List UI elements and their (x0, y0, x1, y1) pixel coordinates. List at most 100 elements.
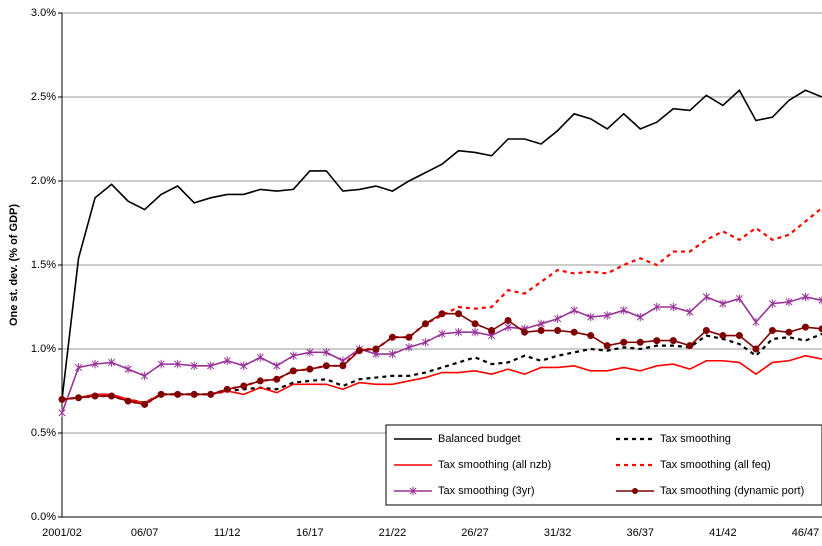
point-marker (603, 311, 611, 320)
point-marker (58, 395, 66, 403)
point-marker (388, 349, 396, 359)
point-marker (455, 310, 463, 318)
point-marker (537, 327, 545, 335)
point-marker (471, 328, 479, 337)
series (61, 207, 822, 406)
point-marker (190, 390, 198, 398)
legend-marker (632, 488, 638, 494)
point-marker (735, 294, 743, 303)
point-marker (421, 320, 429, 328)
point-marker (207, 390, 215, 398)
point-marker (587, 312, 595, 322)
point-marker (488, 327, 496, 335)
point-marker (405, 333, 413, 341)
point-marker (157, 359, 165, 369)
x-tick-label: 16/17 (296, 527, 324, 539)
point-marker (256, 377, 264, 385)
point-marker (636, 312, 644, 322)
point-marker (388, 333, 396, 341)
point-marker (124, 364, 132, 374)
point-marker (521, 328, 529, 336)
point-marker (58, 408, 66, 418)
point-marker (223, 385, 231, 393)
y-tick-label: 0.0% (31, 511, 56, 523)
point-marker (306, 348, 314, 357)
point-marker (240, 361, 248, 370)
x-tick-label: 26/27 (461, 527, 489, 539)
point-marker (108, 392, 116, 400)
point-marker (174, 390, 182, 398)
x-tick-label: 21/22 (379, 527, 407, 539)
legend-label: Tax smoothing (dynamic port) (660, 485, 804, 497)
point-marker (735, 332, 743, 340)
point-marker (768, 299, 776, 308)
point-marker (75, 394, 83, 402)
point-marker (702, 327, 710, 335)
point-marker (141, 400, 149, 408)
point-marker (818, 296, 822, 305)
point-marker (702, 292, 710, 302)
series (58, 292, 822, 418)
y-tick-label: 3.0% (31, 7, 56, 19)
point-marker (438, 310, 446, 318)
point-marker (322, 362, 330, 370)
point-marker (686, 342, 694, 350)
x-tick-label: 46/47 (792, 527, 820, 539)
y-axis-label: One st. dev. (% of GDP) (8, 204, 20, 326)
point-marker (603, 342, 611, 350)
point-marker (801, 323, 809, 331)
point-marker (141, 371, 149, 381)
point-marker (504, 316, 512, 324)
point-marker (190, 361, 198, 370)
x-tick-label: 06/07 (131, 527, 159, 539)
point-marker (174, 359, 182, 369)
point-marker (207, 361, 215, 370)
legend-box (385, 424, 822, 506)
point-marker (554, 314, 562, 323)
point-marker (537, 319, 545, 328)
point-marker (752, 345, 760, 353)
point-marker (454, 328, 463, 337)
point-marker (405, 343, 413, 352)
point-marker (289, 367, 297, 375)
series (58, 310, 822, 408)
point-marker (719, 332, 727, 340)
point-marker (818, 325, 822, 333)
point-marker (785, 328, 793, 336)
point-marker (339, 362, 347, 370)
point-marker (355, 347, 363, 355)
series-line (61, 312, 822, 406)
point-marker (322, 348, 330, 357)
point-marker (570, 306, 578, 315)
x-tick-label: 41/42 (709, 527, 737, 539)
point-marker (636, 338, 644, 346)
y-tick-label: 1.0% (31, 343, 56, 355)
point-marker (785, 297, 793, 307)
point-marker (273, 361, 281, 370)
point-marker (504, 322, 512, 332)
point-marker (438, 329, 446, 339)
point-marker (768, 327, 776, 335)
point-marker (801, 292, 810, 302)
point-marker (752, 317, 760, 327)
point-marker (240, 382, 248, 390)
point-marker (256, 353, 264, 362)
point-marker (653, 337, 661, 345)
point-marker (108, 358, 116, 367)
point-marker (554, 327, 562, 335)
point-marker (570, 328, 578, 336)
point-marker (471, 320, 479, 328)
point-marker (421, 338, 430, 347)
x-tick-label: 36/37 (626, 527, 654, 539)
point-marker (124, 397, 132, 405)
x-tick-label: 31/32 (544, 527, 572, 539)
x-tick-label: 2001/02 (42, 527, 82, 539)
legend: Balanced budget Tax smoothing Tax smoothin… (385, 424, 822, 506)
point-marker (273, 375, 281, 383)
point-marker (620, 338, 628, 346)
x-tick-label: 11/12 (214, 527, 241, 539)
series (61, 89, 822, 400)
y-tick-label: 2.0% (31, 175, 56, 187)
legend-label: Tax smoothing (660, 433, 731, 445)
